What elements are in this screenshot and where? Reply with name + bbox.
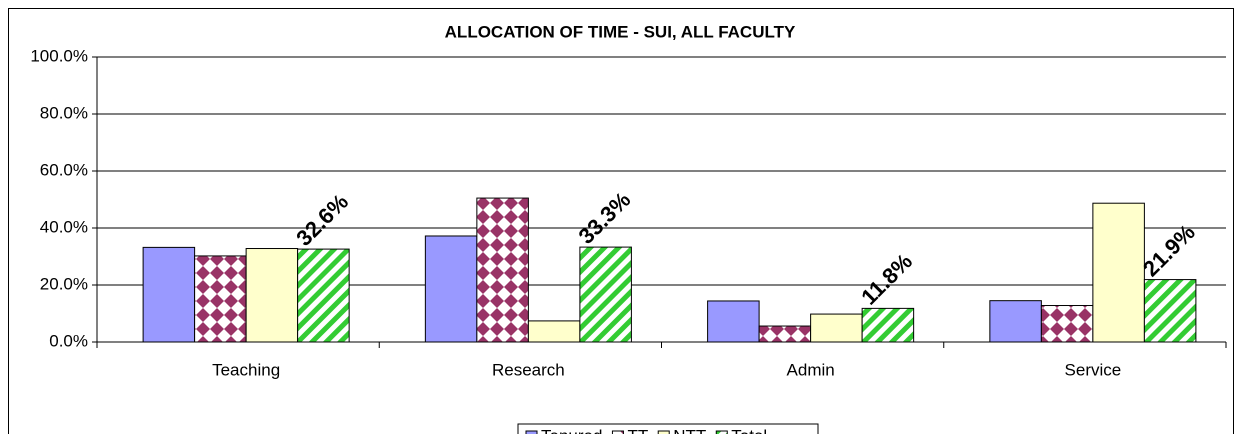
chart-border: [8, 8, 1234, 434]
y-tick-label: 100.0%: [30, 46, 88, 65]
bar: [1040, 305, 1094, 343]
y-tick-label: 60.0%: [40, 160, 88, 179]
x-tick-label: Research: [492, 360, 565, 379]
bar: [245, 248, 299, 343]
bar: [424, 235, 478, 343]
bar: [1143, 279, 1197, 343]
bar: [142, 246, 196, 343]
bar: [707, 300, 760, 343]
x-tick-label: Teaching: [212, 360, 280, 379]
legend-swatch: [611, 430, 624, 434]
legend-label: Tenured: [541, 426, 602, 434]
bar: [810, 313, 863, 343]
bar: [194, 255, 247, 343]
legend-label: TT: [627, 426, 648, 434]
x-tick-label: Admin: [787, 360, 835, 379]
legend-swatch: [525, 430, 538, 434]
x-tick-label: Service: [1065, 360, 1122, 379]
bar: [476, 197, 529, 343]
legend-swatch: [657, 430, 670, 434]
bar: [579, 246, 632, 343]
bar: [527, 320, 581, 343]
bar: [989, 300, 1042, 343]
bar: [758, 325, 812, 343]
bar: [1092, 202, 1145, 343]
y-tick-label: 0.0%: [49, 331, 88, 350]
legend-box: [517, 423, 819, 434]
legend-swatch: [715, 430, 728, 434]
legend-label: Total: [731, 426, 767, 434]
y-tick-label: 40.0%: [40, 217, 88, 236]
chart-title: ALLOCATION OF TIME - SUI, ALL FACULTY: [445, 22, 796, 41]
y-tick-label: 20.0%: [40, 274, 88, 293]
legend-label: NTT: [673, 426, 706, 434]
bar: [861, 307, 915, 343]
bar: [297, 248, 350, 343]
y-tick-label: 80.0%: [40, 103, 88, 122]
